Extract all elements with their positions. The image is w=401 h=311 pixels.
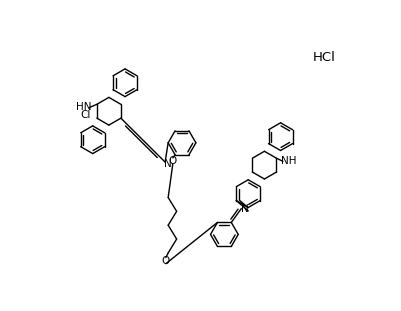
Text: HN: HN xyxy=(77,102,92,112)
Text: O: O xyxy=(169,156,177,166)
Text: Cl: Cl xyxy=(81,110,91,120)
Text: N: N xyxy=(241,204,248,214)
Text: HCl: HCl xyxy=(313,51,336,64)
Text: NH: NH xyxy=(282,156,297,166)
Text: N: N xyxy=(164,159,172,169)
Text: O: O xyxy=(162,256,170,266)
